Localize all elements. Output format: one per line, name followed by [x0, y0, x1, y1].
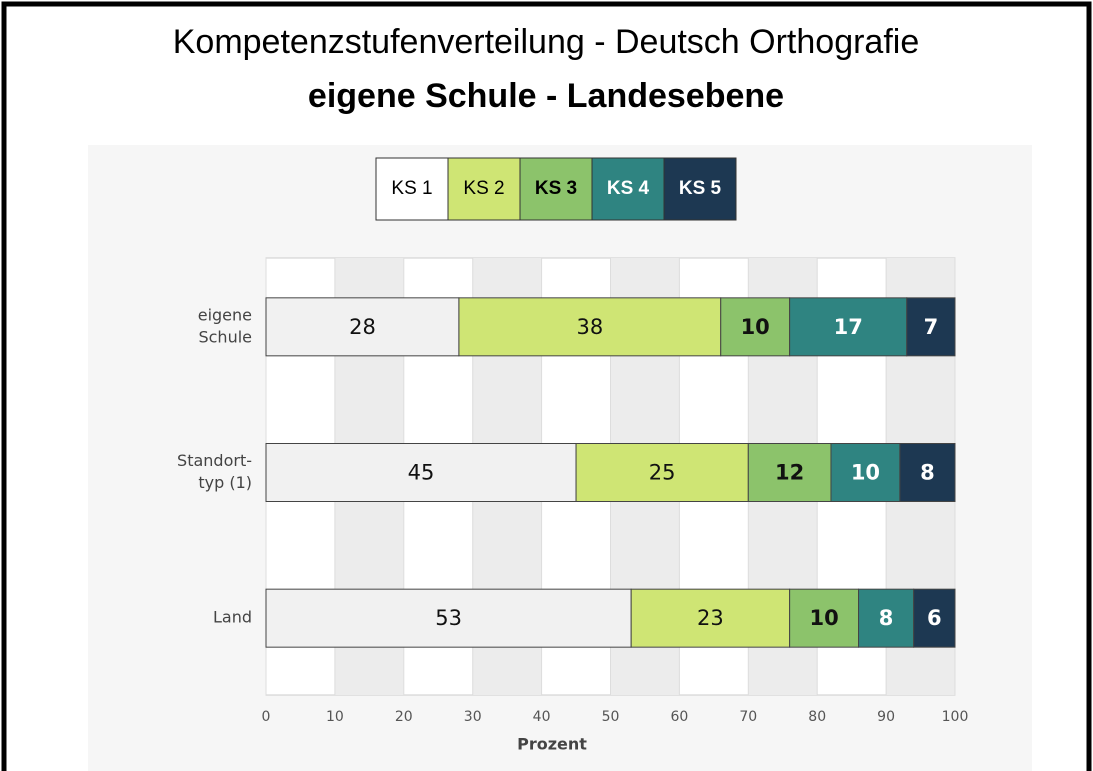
data-label: 45 [408, 461, 435, 485]
bar-segment [265, 297, 460, 357]
data-label: 8 [879, 606, 894, 630]
data-label: 28 [349, 315, 376, 339]
data-label: 6 [927, 606, 942, 630]
data-label: 10 [741, 315, 770, 339]
bar-segment [789, 588, 860, 648]
bar-segment [830, 443, 901, 502]
chart-title: Kompetenzstufenverteilung - Deutsch Orth… [173, 23, 920, 61]
data-label: 12 [775, 461, 804, 485]
x-tick-label: 80 [808, 709, 826, 725]
bar-segment [858, 588, 915, 648]
x-tick-label: 20 [395, 709, 413, 725]
legend-swatch [447, 157, 521, 221]
bar-segment [630, 588, 791, 648]
bar-segment [906, 297, 956, 357]
x-tick-label: 70 [739, 709, 757, 725]
bar-segment [458, 297, 722, 357]
chart-subtitle: eigene Schule - Landesebene [308, 77, 784, 115]
x-tick-label: 30 [464, 709, 482, 725]
x-tick-label: 40 [533, 709, 551, 725]
bar-segment [265, 443, 577, 502]
data-label: 38 [576, 315, 603, 339]
data-label: 7 [924, 315, 939, 339]
y-tick-label: typ (1) [198, 473, 252, 492]
bar-segment [265, 588, 632, 648]
legend-label: KS 1 [391, 178, 432, 199]
x-tick-label: 10 [326, 709, 344, 725]
legend-label: KS 4 [607, 178, 650, 199]
x-tick-label: 100 [942, 709, 969, 725]
y-tick-label: Schule [198, 327, 252, 346]
y-tick-label: Land [213, 608, 252, 627]
data-label: 17 [834, 315, 863, 339]
legend-swatch [591, 157, 665, 221]
bar-segment [747, 443, 832, 502]
data-label: 53 [435, 606, 462, 630]
data-label: 25 [649, 461, 676, 485]
x-tick-label: 90 [877, 709, 895, 725]
y-tick-label: Standort- [177, 451, 252, 470]
y-tick-label: eigene [198, 305, 252, 324]
bar-segment [913, 588, 956, 648]
data-label: 8 [920, 461, 935, 485]
x-tick-label: 0 [262, 709, 271, 725]
bar-segment [899, 443, 956, 502]
x-axis-label: Prozent [517, 735, 587, 754]
x-tick-label: 50 [602, 709, 620, 725]
data-label: 10 [809, 606, 838, 630]
legend-label: KS 2 [463, 178, 504, 199]
legend-label: KS 3 [535, 178, 577, 199]
bar-segment [575, 443, 749, 502]
legend-swatch [519, 157, 593, 221]
data-label: 23 [697, 606, 724, 630]
x-tick-label: 60 [670, 709, 688, 725]
legend-label: KS 5 [679, 178, 722, 199]
legend-swatch [663, 157, 737, 221]
data-label: 10 [851, 461, 880, 485]
